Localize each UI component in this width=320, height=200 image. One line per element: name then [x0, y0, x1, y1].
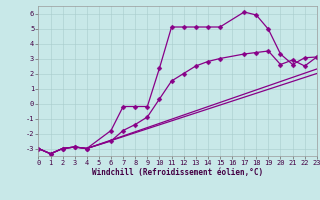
X-axis label: Windchill (Refroidissement éolien,°C): Windchill (Refroidissement éolien,°C)	[92, 168, 263, 177]
